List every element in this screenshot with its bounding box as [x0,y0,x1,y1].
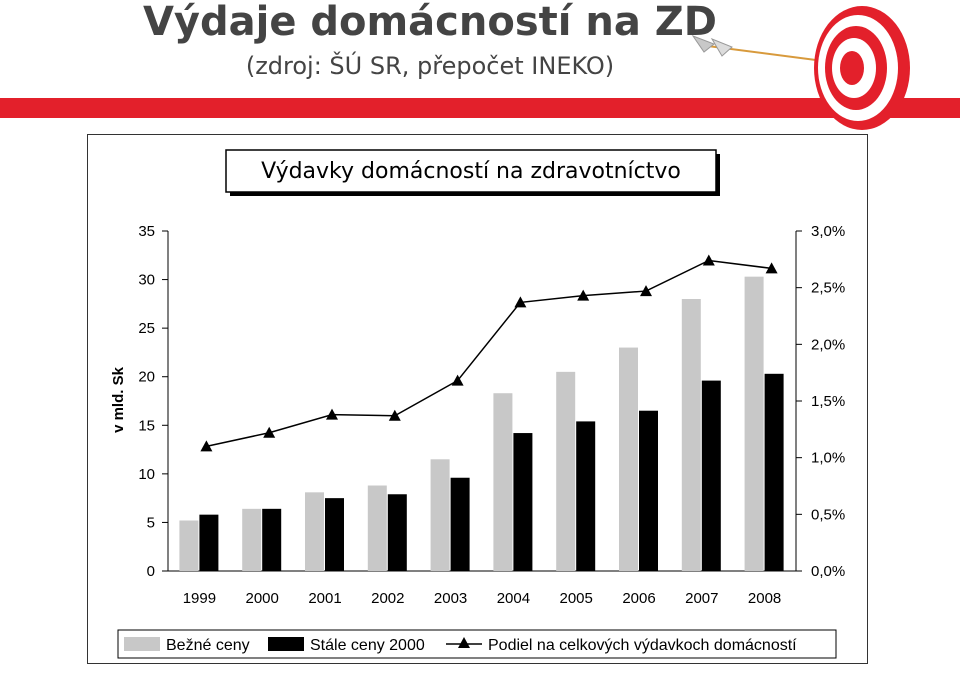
y-tick-label: 30 [138,272,155,289]
y2-tick-label: 2,5% [811,280,845,297]
y2-tick-label: 1,0% [811,450,845,467]
share-marker [577,289,590,301]
bar-current [179,520,199,571]
bar-constant [450,477,470,571]
y2-tick-label: 2,0% [811,336,845,353]
bar-current [305,492,324,571]
x-tick-label: 2007 [685,590,718,607]
bar-constant [701,380,721,571]
legend-swatch-constant [268,637,304,651]
bar-constant [387,494,407,571]
share-marker [200,440,213,452]
y-axis-label: v mld. Sk [110,366,127,433]
legend-swatch-current [124,637,160,651]
x-tick-label: 2000 [246,590,279,607]
share-polyline [206,259,772,448]
y-tick-label: 25 [138,320,155,337]
y-tick-label: 5 [147,514,155,531]
slide-subtitle: (zdroj: ŠÚ SR, přepočet INEKO) [245,52,615,80]
chart-frame [87,134,868,664]
share-marker [451,374,464,386]
y-tick-label: 0 [147,563,155,580]
bar-current [681,299,701,571]
x-tick-label: 2004 [497,590,530,607]
share-marker [514,296,527,308]
y-tick-label: 20 [138,369,155,386]
x-tick-label: 2001 [308,590,341,607]
bar-current [430,459,450,571]
y2-tick-label: 3,0% [811,223,845,240]
bar-constant [639,410,658,571]
bar-current [242,508,262,571]
bars [179,276,784,571]
legend-box [117,629,837,659]
x-tick-label: 2008 [748,590,781,607]
bar-current [556,371,576,571]
share-line [200,254,778,452]
legend-marker [458,637,470,648]
y2-tick-label: 1,5% [811,393,845,410]
x-tick-label: 2002 [371,590,404,607]
bar-current [367,485,387,571]
y-tick-label: 15 [138,417,155,434]
bar-constant [513,433,533,571]
chart-title-box [225,149,717,193]
x-tick-label: 2006 [622,590,655,607]
share-marker [765,262,778,274]
slide-title: Výdaje domácností na ZD [142,0,718,45]
x-tick-label: 1999 [183,590,216,607]
legend-label-constant: Stále ceny 2000 [310,637,425,654]
y2-tick-label: 0,0% [811,563,845,580]
header-band [0,98,960,118]
y-tick-label: 35 [138,223,155,240]
y2-tick-label: 0,5% [811,506,845,523]
legend-label-share: Podiel na celkových výdavkoch domácností [488,637,797,654]
bar-constant [262,508,282,571]
target-icon [814,6,910,130]
share-marker [326,408,338,420]
bar-constant [576,421,596,571]
share-marker [263,426,276,438]
bar-constant [325,498,344,571]
x-tick-label: 2003 [434,590,467,607]
x-tick-label: 2005 [560,590,593,607]
share-marker [388,409,401,421]
y-tick-label: 10 [138,466,155,483]
bar-current [619,347,638,571]
bar-current [744,276,764,571]
bar-constant [764,373,784,571]
legend-label-current: Bežné ceny [166,637,250,654]
tick-labels: 0 5 10 15 20 25 30 35 0,0% 0,5% 1,0% 1,5% 2,0% 2,5% 3,… [138,223,845,607]
bar-current [493,393,513,571]
chart-title: Výdavky domácností na zdravotníctvo [261,159,681,184]
bar-constant [199,514,219,571]
share-marker [702,254,715,266]
share-marker [640,285,652,297]
